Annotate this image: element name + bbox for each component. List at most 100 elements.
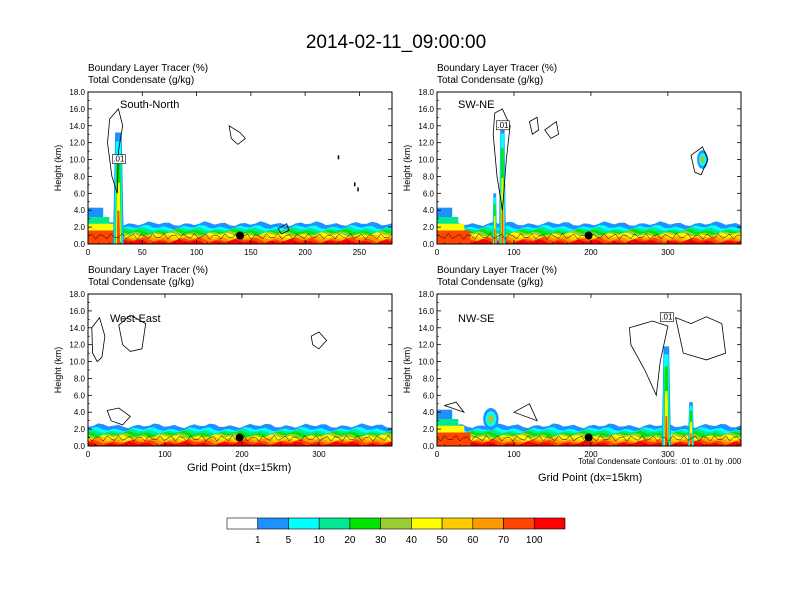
contour-label: .01 [497,121,509,130]
condensate-contour-3 [544,120,560,139]
y-tick-label: 10.0 [418,156,434,165]
colorbar-label-9: 70 [498,535,510,546]
panel-name: NW-SE [458,313,494,325]
condensate-contour-2 [528,116,540,135]
tower-1-layer-5 [664,416,668,446]
condensate-contour-3 [277,223,290,235]
panel-2: .01 0.0 2.0 4.0 6.0 8.0 10.0 12.0 14.0 16.0 18.0 0 1… [402,88,742,257]
tower-2-layer-5 [690,432,692,446]
colorbar-swatch-3 [288,517,320,530]
y-tick-label: 2.0 [74,223,86,232]
y-tick-label: 14.0 [69,324,85,333]
x-tick-label: 300 [661,450,675,459]
y-tick-label: 18.0 [418,290,434,299]
colorbar-swatch-1 [226,517,259,530]
y-tick-label: 2.0 [74,425,86,434]
plot-frame [436,91,742,245]
contour-label-box [496,120,510,131]
colorbar-swatch-6 [380,517,412,530]
bl-layer-10 [437,441,741,446]
x-tick-label: 200 [235,450,249,459]
center-point-marker [584,433,593,442]
y-tick-label: 8.0 [74,374,86,383]
x-tick-label: 100 [158,450,172,459]
x-tick-label: 150 [244,248,258,257]
y-tick-label: 0.0 [423,442,435,451]
condensate-contour-1 [628,320,669,397]
condensate-contour-2 [118,314,147,352]
condensate-contour-4 [106,407,131,426]
condensate-contour-2 [675,316,727,361]
x-tick-label: 200 [584,248,598,257]
y-tick-label: 6.0 [423,189,435,198]
center-point-marker [236,231,244,240]
y-tick-label: 14.0 [69,122,85,131]
x-tick-label: 0 [435,248,440,257]
y-tick-label: 4.0 [74,408,86,417]
panel-2-subtitle-line-1: Boundary Layer Tracer (%) [437,63,558,74]
panel-1: .01 0.0 2.0 4.0 6.0 8.0 10.0 12.0 14.0 16.0 18.0 0 5… [53,88,393,257]
x-tick-label: 50 [138,248,147,257]
y-tick-label: 18.0 [418,88,434,97]
y-axis-label: Height (km) [402,145,412,192]
y-tick-label: 0.0 [74,442,86,451]
contour-label: .01 [661,313,673,322]
colorbar-label-4: 20 [344,535,356,546]
tower-2-layer-5 [494,228,496,244]
x-tick-label: 300 [661,248,675,257]
colorbar-label-2: 5 [286,535,292,546]
detached-blob-1 [487,414,494,424]
left-edge-layer [437,230,471,244]
x-tick-label: 300 [312,450,326,459]
panel-4-subtitle: Boundary Layer Tracer (%) Total Condensa… [437,265,557,289]
bl-layer-10 [88,441,392,446]
colorbar-swatch-7 [411,517,443,530]
left-edge-layer [437,432,471,446]
plot-frame [87,91,393,245]
y-tick-label: 12.0 [418,139,434,148]
contour-label-box [112,154,126,164]
panel-name: West-East [110,313,161,325]
panel-1-subtitle-line-1: Boundary Layer Tracer (%) [88,63,209,74]
y-tick-label: 4.0 [423,206,435,215]
y-axis-label: Height (km) [402,347,412,394]
colorbar-label-8: 60 [467,535,479,546]
panel-3-field [88,314,392,446]
y-tick-label: 4.0 [74,206,86,215]
colorbar-label-6: 40 [406,535,418,546]
y-tick-label: 12.0 [69,139,85,148]
condensate-contour-1 [492,108,511,211]
x-tick-label: 0 [435,450,440,459]
panel-3-subtitle-line-1: Boundary Layer Tracer (%) [88,265,209,276]
colorbar-label-3: 10 [314,535,326,546]
panel-1-subtitle-line-2: Total Condensate (g/kg) [88,75,195,86]
y-tick-label: 6.0 [423,391,435,400]
x-tick-label: 200 [584,450,598,459]
contour-label-box [660,312,674,322]
colorbar-swatch-2 [257,517,289,530]
center-point-marker [235,433,244,442]
y-tick-label: 16.0 [69,307,85,316]
condensate-contour-4 [513,403,538,422]
panel-1-field [88,108,392,244]
y-tick-label: 2.0 [423,223,435,232]
panel-3: 0.0 2.0 4.0 6.0 8.0 10.0 12.0 14.0 16.0 18.0 0 100 2… [53,290,393,459]
y-tick-label: 8.0 [423,374,435,383]
x-tick-label: 100 [507,248,521,257]
panel-2-field [437,108,741,244]
detached-blob-1 [700,155,705,164]
contour-fragment [354,182,356,187]
colorbar-swatch-5 [349,517,381,530]
y-tick-label: 14.0 [418,324,434,333]
y-tick-label: 16.0 [69,105,85,114]
tower-1-layer-5 [116,210,121,244]
y-tick-label: 0.0 [423,240,435,249]
colorbar-swatch-10 [503,517,535,530]
condensate-contour-4 [690,146,709,176]
x-tick-label: 0 [86,450,91,459]
panel-4: .01 0.0 2.0 4.0 6.0 8.0 10.0 12.0 14.0 16.0 18.0 0 1… [402,290,742,459]
y-tick-label: 8.0 [74,172,86,181]
panel-4-xlabel: Grid Point (dx=15km) [538,472,643,484]
y-tick-label: 14.0 [418,122,434,131]
y-tick-label: 6.0 [74,189,86,198]
